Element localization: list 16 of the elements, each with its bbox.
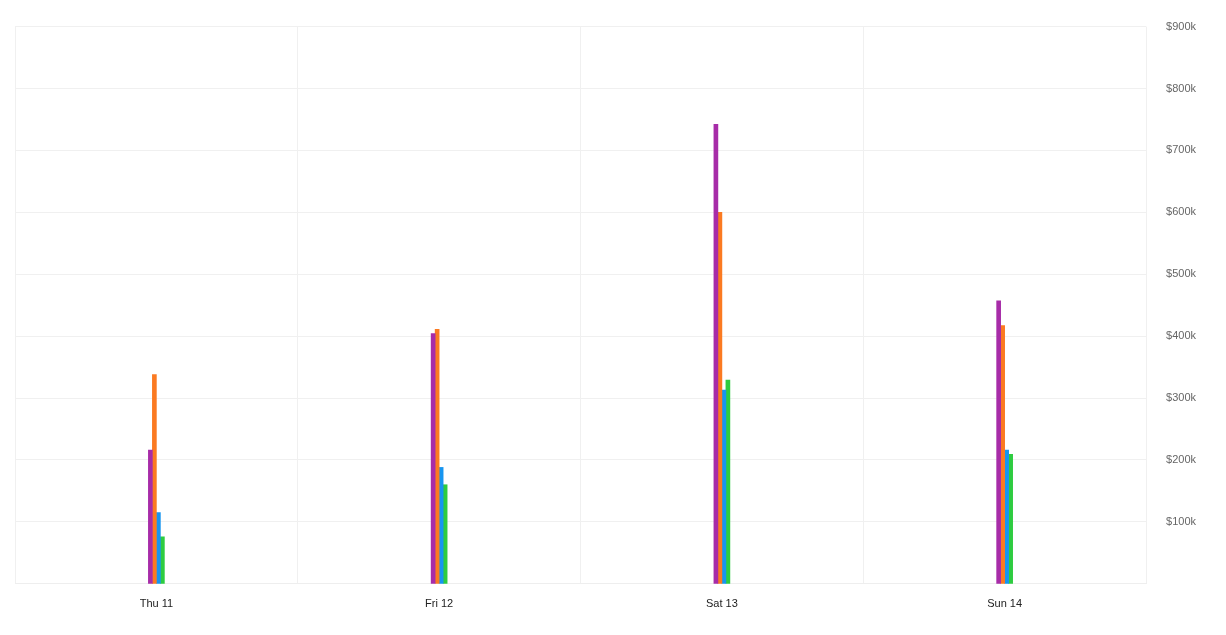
y-tick-label: $500k: [1166, 267, 1197, 280]
bar: [148, 449, 153, 584]
y-tick-label: $300k: [1166, 391, 1197, 404]
x-tick-label: Sun 14: [987, 597, 1023, 610]
y-tick-label: $200k: [1166, 453, 1197, 466]
x-tick-label: Thu 11: [139, 597, 174, 610]
y-tick-label: $400k: [1166, 329, 1197, 342]
bar: [152, 374, 157, 584]
y-tick-label: $800k: [1166, 81, 1197, 94]
y-tick-label: $900k: [1166, 19, 1197, 32]
y-tick-label: $700k: [1166, 143, 1197, 156]
y-tick-label: $100k: [1166, 514, 1197, 527]
x-tick-label: Fri 12: [425, 597, 454, 610]
bar: [996, 300, 1001, 584]
x-tick-label: Sat 13: [705, 597, 738, 610]
y-tick-label: $600k: [1166, 205, 1197, 218]
